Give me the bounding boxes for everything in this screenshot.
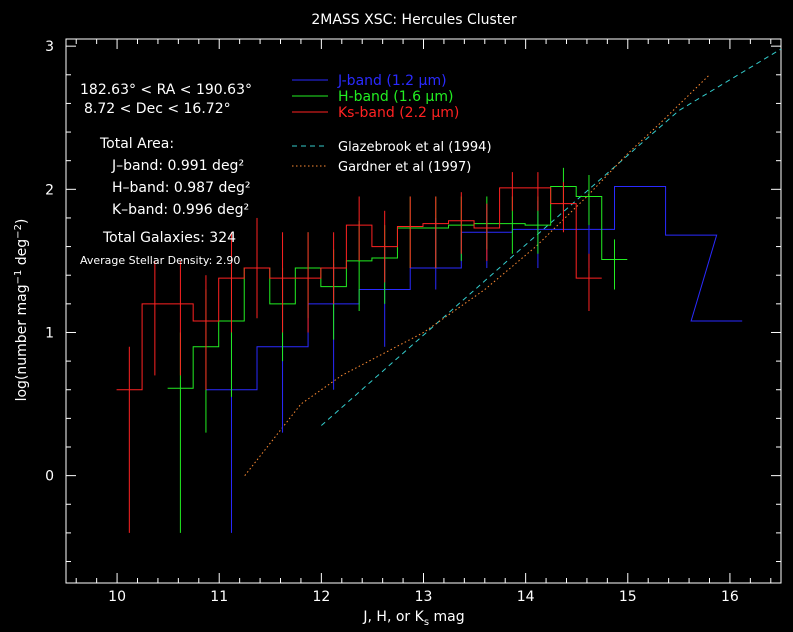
data-series <box>116 167 743 533</box>
j-area: J–band: 0.991 deg² <box>111 158 244 174</box>
x-tick-label: 10 <box>108 589 126 605</box>
x-tick-label: 15 <box>619 589 637 605</box>
x-tick-label: 11 <box>210 589 228 605</box>
k-area: K–band: 0.996 deg² <box>112 202 249 218</box>
dec-range: 8.72 < Dec < 16.72° <box>84 101 231 117</box>
x-tick-label: 13 <box>415 589 433 605</box>
x-tick-label: 16 <box>721 589 739 605</box>
series-ks-band <box>116 172 602 533</box>
x-axis-label: J, H, or Ks mag <box>362 609 464 628</box>
y-tick-label: 3 <box>45 39 54 55</box>
glazebrook-curve <box>321 48 782 426</box>
legend-label-glazebrook: Glazebrook et al (1994) <box>338 140 492 155</box>
h-area: H–band: 0.987 deg² <box>112 180 250 196</box>
total-galaxies: Total Galaxies: 324 <box>102 230 236 246</box>
annotations: 182.63° < RA < 190.63° 8.72 < Dec < 16.7… <box>80 82 252 267</box>
area-title: Total Area: <box>99 136 174 152</box>
model-curves <box>244 48 782 476</box>
ks-band-histogram <box>116 187 602 391</box>
legend: J-band (1.2 μm)H-band (1.6 μm)Ks-band (2… <box>292 73 492 175</box>
chart-title: 2MASS XSC: Hercules Cluster <box>311 12 517 28</box>
legend-label-ks-band: Ks-band (2.2 μm) <box>338 105 459 121</box>
x-tick-label: 14 <box>517 589 535 605</box>
legend-label-j-band: J-band (1.2 μm) <box>337 73 447 89</box>
gardner-curve <box>244 74 710 476</box>
y-tick-labels: 0 1 2 3 <box>45 39 54 484</box>
y-axis-label: log(number mag−1 deg−2) <box>13 219 30 402</box>
stellar-density: Average Stellar Density: 2.90 <box>80 254 240 267</box>
x-tick-labels: 10 11 12 13 14 15 16 <box>108 589 739 605</box>
y-tick-label: 2 <box>45 182 54 198</box>
ra-range: 182.63° < RA < 190.63° <box>80 82 252 98</box>
legend-label-gardner: Gardner et al (1997) <box>338 160 471 175</box>
legend-label-h-band: H-band (1.6 μm) <box>338 89 453 105</box>
axis-ticks <box>66 39 781 583</box>
x-tick-label: 12 <box>312 589 330 605</box>
y-tick-label: 1 <box>45 325 54 341</box>
y-tick-label: 0 <box>45 469 54 485</box>
